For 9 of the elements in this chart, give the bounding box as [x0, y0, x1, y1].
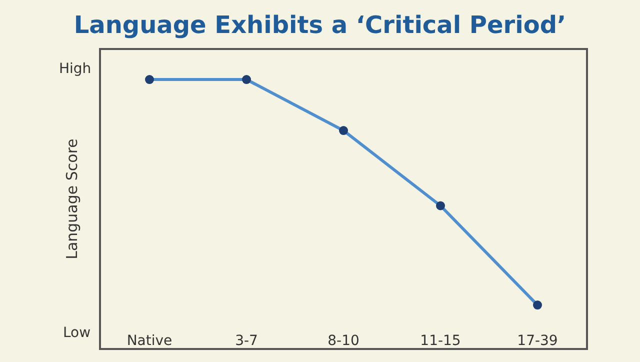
- text: Low: [63, 325, 91, 341]
- x-tick-label: 11-15: [420, 333, 461, 349]
- x-tick-label: 8-10: [328, 333, 360, 349]
- x-tick-label: 3-7: [235, 333, 258, 349]
- chart-title: Language Exhibits a ‘Critical Period’: [74, 11, 566, 40]
- y-axis-title: Language Score: [62, 138, 81, 260]
- x-tick-label: Native: [126, 333, 172, 349]
- text: High: [59, 61, 92, 77]
- x-tick-label: 17-39: [517, 333, 558, 349]
